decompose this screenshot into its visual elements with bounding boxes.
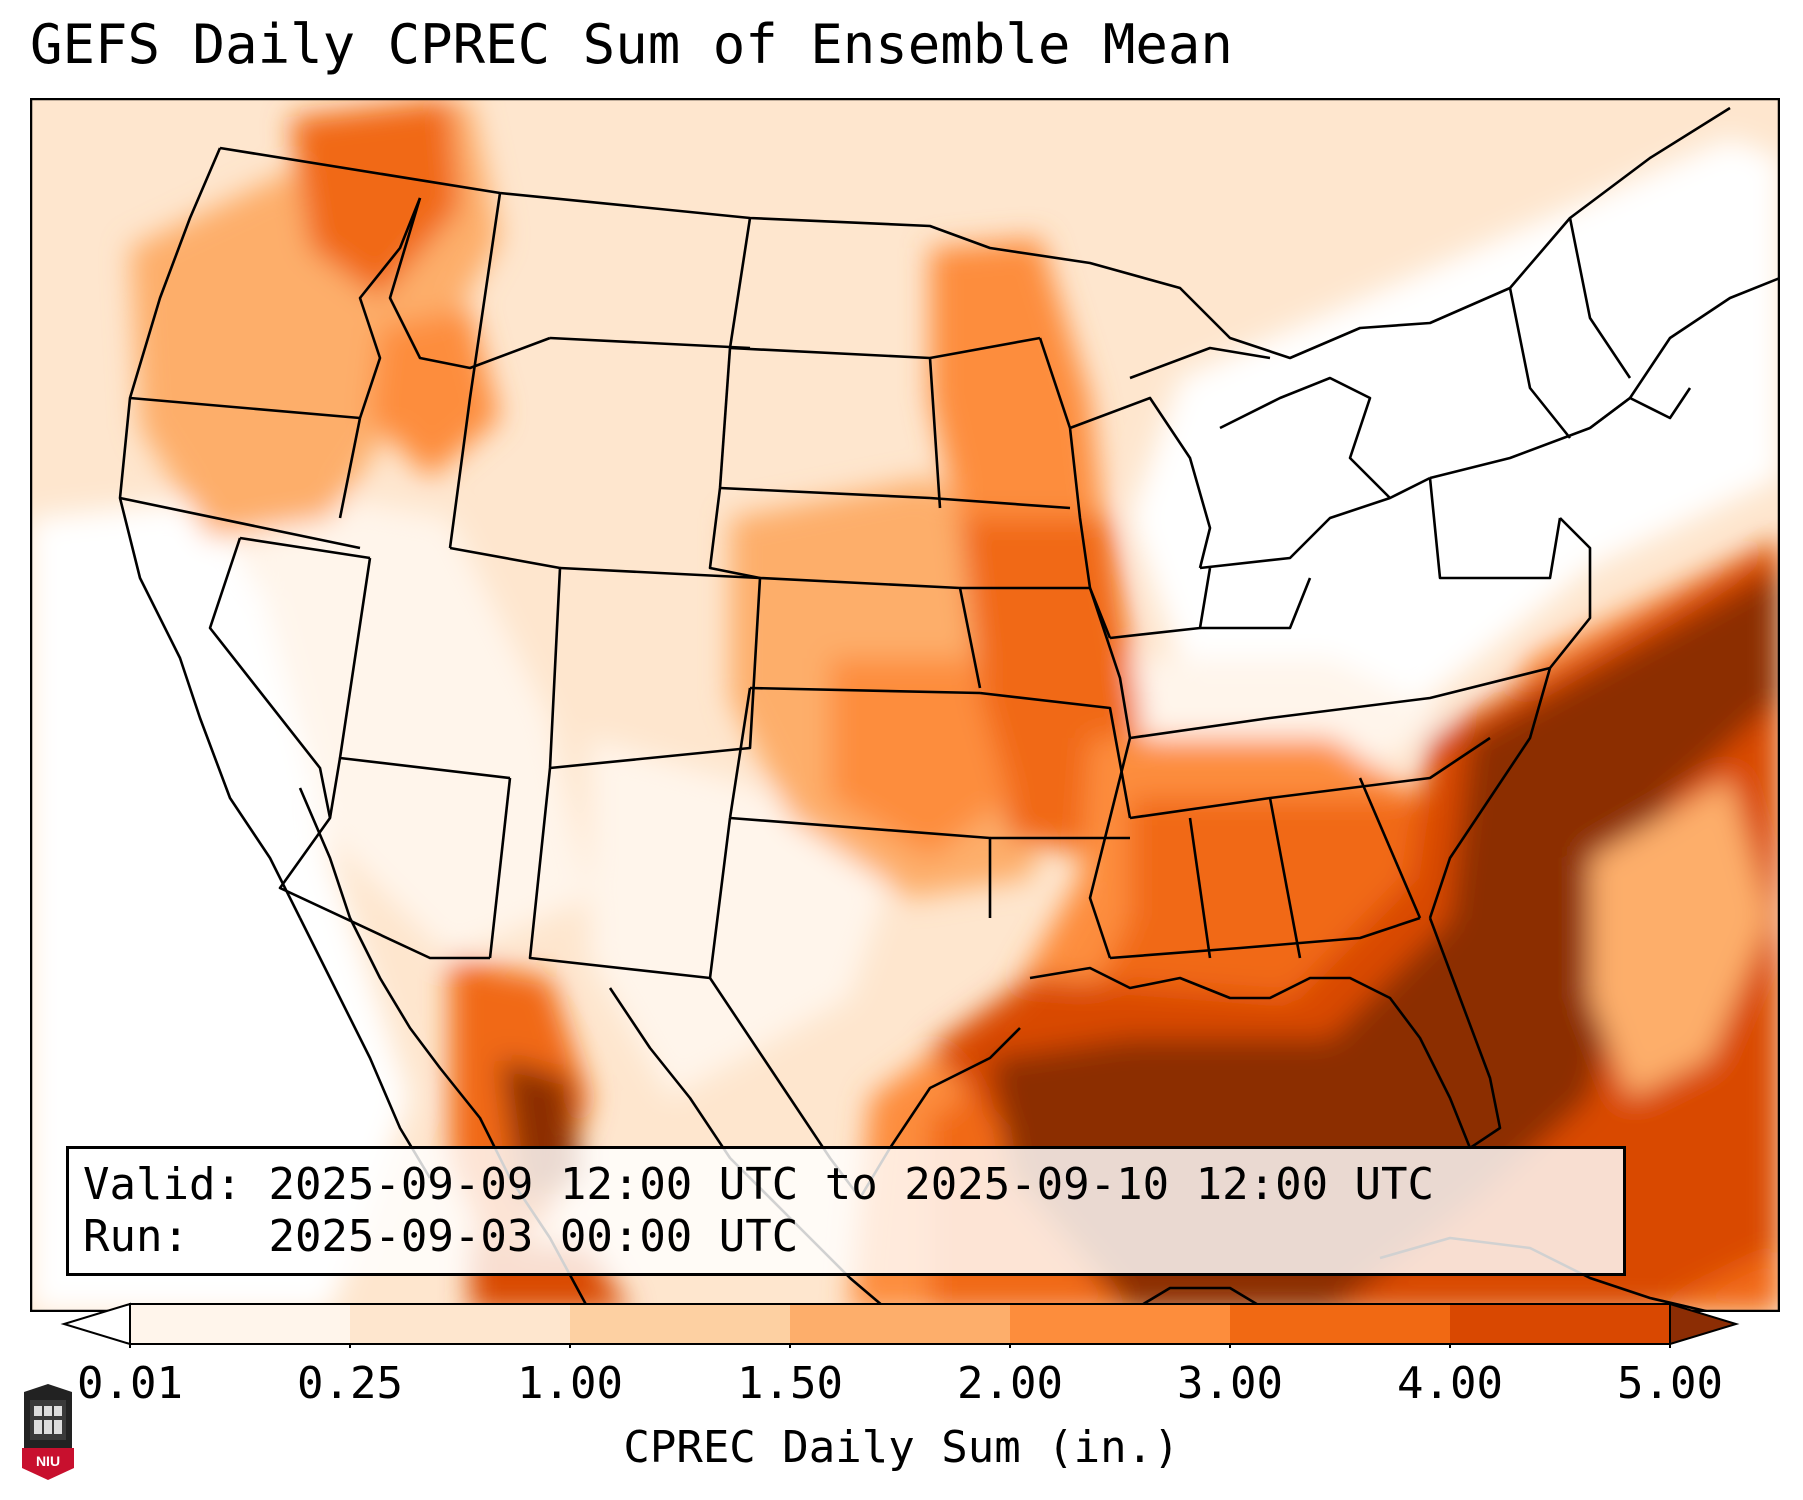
colorbar-segment [130, 1304, 351, 1344]
map-title: GEFS Daily CPREC Sum of Ensemble Mean [30, 13, 1233, 76]
colorbar-frame [129, 1303, 1671, 1345]
colorbar-label: CPREC Daily Sum (in.) [623, 1422, 1180, 1473]
colorbar-segment [1450, 1304, 1671, 1344]
colorbar-tick-label: 1.50 [737, 1358, 843, 1409]
colorbar-under-triangle [60, 1302, 131, 1346]
precip-field [30, 98, 1780, 1312]
colorbar-tick-label: 1.00 [517, 1358, 623, 1409]
valid-time-line: Valid: 2025-09-09 12:00 UTC to 2025-09-1… [83, 1163, 1434, 1207]
run-time-line: Run: 2025-09-03 00:00 UTC [83, 1215, 798, 1259]
valid-label: Valid: [83, 1159, 242, 1210]
valid-value: 2025-09-09 12:00 UTC to 2025-09-10 12:00… [268, 1159, 1435, 1210]
map-canvas [30, 98, 1780, 1312]
colorbar-segment [790, 1304, 1011, 1344]
colorbar-tick-label: 3.00 [1177, 1358, 1283, 1409]
run-label: Run: [83, 1211, 189, 1262]
gulf-coastline [1029, 917, 1502, 1150]
colorbar [60, 1300, 1740, 1348]
university-tower-icon: NIU [22, 1384, 74, 1480]
info-box: Valid: 2025-09-09 12:00 UTC to 2025-09-1… [66, 1146, 1626, 1276]
colorbar-tick-label: 5.00 [1617, 1358, 1723, 1409]
colorbar-canvas [60, 1302, 1740, 1348]
atlantic-coastline [1428, 667, 1552, 919]
logo-text: NIU [36, 1453, 60, 1469]
colorbar-segment [350, 1304, 571, 1344]
colorbar-over-triangle [1669, 1302, 1740, 1346]
colorbar-segment [570, 1304, 791, 1344]
colorbar-segment [1230, 1304, 1451, 1344]
colorbar-tick-label: 4.00 [1397, 1358, 1503, 1409]
boundaries [118, 106, 1780, 1312]
run-value: 2025-09-03 00:00 UTC [268, 1211, 799, 1262]
pacific-coastline [118, 147, 302, 919]
colorbar-tick-label: 0.25 [297, 1358, 403, 1409]
colorbar-tick-label: 0.01 [77, 1358, 183, 1409]
colorbar-segment [1010, 1304, 1231, 1344]
colorbar-tick-label: 2.00 [957, 1358, 1063, 1409]
niu-logo: NIU [20, 1384, 76, 1480]
precipitation-map [30, 98, 1780, 1312]
us-canada-border [219, 106, 1731, 360]
